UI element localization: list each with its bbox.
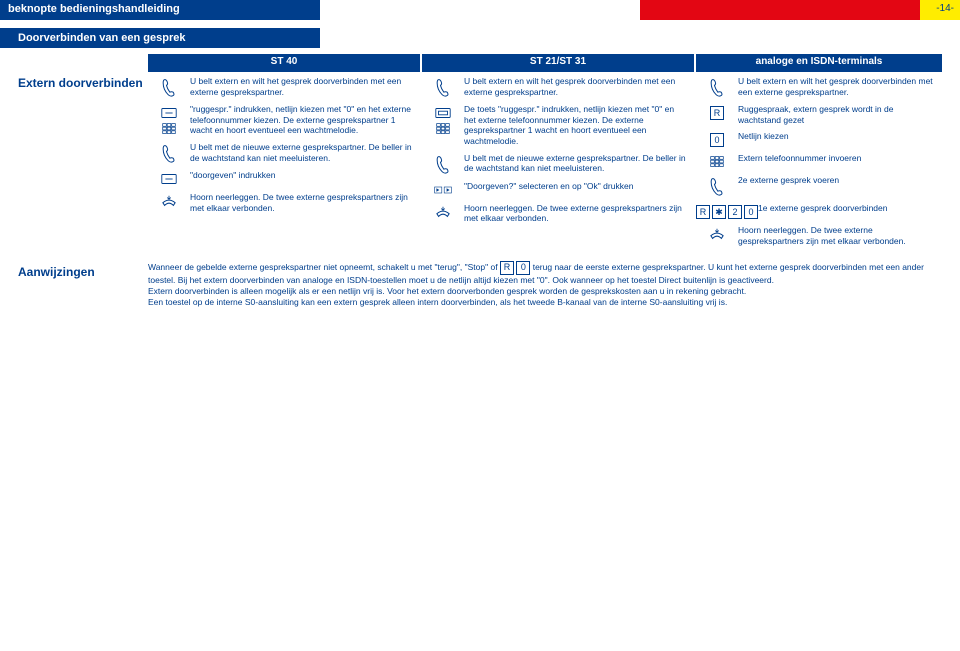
softkey-icon: [160, 172, 178, 186]
section-subtitle: Doorverbinden van een gesprek: [0, 28, 320, 48]
nav-arrows-icon: [434, 183, 452, 197]
hangup-icon: [434, 205, 452, 219]
notes-body: Wanneer de gebelde externe gesprekspartn…: [148, 261, 942, 308]
softkey-icon: [434, 106, 452, 120]
top-bar: beknopte bedieningshandleiding -14-: [0, 0, 960, 20]
col-header-analog: analoge en ISDN-terminals: [696, 54, 942, 72]
key-0: 0: [744, 205, 758, 219]
column-analog: U belt extern en wilt het gesprek doorve…: [696, 76, 942, 253]
handset-call-icon: [708, 177, 726, 197]
step-text: Hoorn neerleggen. De twee externe gespre…: [464, 203, 694, 224]
step-text: U belt extern en wilt het gesprek doorve…: [464, 76, 694, 98]
hangup-icon: [160, 194, 178, 208]
row-heading: Extern doorverbinden: [18, 54, 148, 90]
step-text: Ruggespraak, extern gesprek wordt in de …: [738, 104, 942, 125]
keypad-icon: [434, 122, 452, 136]
key-R: R: [696, 205, 710, 219]
doc-title: beknopte bedieningshandleiding: [0, 0, 320, 20]
key-star: ✱: [712, 205, 726, 219]
column-st21: U belt extern en wilt het gesprek doorve…: [422, 76, 694, 253]
step-text: 1e externe gesprek doorverbinden: [758, 203, 942, 219]
softkey-icon: [160, 106, 178, 120]
column-st40: U belt extern en wilt het gesprek doorve…: [148, 76, 420, 253]
keypad-icon: [160, 122, 178, 136]
step-text: Hoorn neerleggen. De twee externe gespre…: [738, 225, 942, 246]
step-text: U belt extern en wilt het gesprek doorve…: [190, 76, 420, 98]
key-0: 0: [710, 133, 724, 147]
step-text: Extern telefoonnummer invoeren: [738, 153, 942, 169]
key-R: R: [710, 106, 724, 120]
page-number: -14-: [920, 0, 960, 20]
handset-call-icon: [160, 144, 178, 164]
key-2: 2: [728, 205, 742, 219]
step-text: "Doorgeven?" selecteren en op "Ok" drukk…: [464, 181, 694, 197]
handset-call-icon: [434, 155, 452, 175]
column-headers: ST 40 ST 21/ST 31 analoge en ISDN-termin…: [148, 54, 942, 72]
step-text: "ruggespr." indrukken, netlijn kiezen me…: [190, 104, 420, 136]
col-header-st40: ST 40: [148, 54, 420, 72]
step-text: U belt met de nieuwe externe gesprekspar…: [190, 142, 420, 164]
handset-call-icon: [434, 78, 452, 98]
step-text: Hoorn neerleggen. De twee externe gespre…: [190, 192, 420, 213]
step-text: "doorgeven" indrukken: [190, 170, 420, 186]
hangup-icon: [708, 227, 726, 241]
handset-call-icon: [160, 78, 178, 98]
col-header-st21: ST 21/ST 31: [422, 54, 694, 72]
step-text: U belt met de nieuwe externe gesprekspar…: [464, 153, 694, 175]
step-text: Netlijn kiezen: [738, 131, 942, 147]
keypad-icon: [708, 155, 726, 169]
step-text: 2e externe gesprek voeren: [738, 175, 942, 197]
notes-heading: Aanwijzingen: [18, 261, 148, 308]
step-text: De toets "ruggespr." indrukken, netlijn …: [464, 104, 694, 147]
handset-call-icon: [708, 78, 726, 98]
step-text: U belt extern en wilt het gesprek doorve…: [738, 76, 942, 98]
